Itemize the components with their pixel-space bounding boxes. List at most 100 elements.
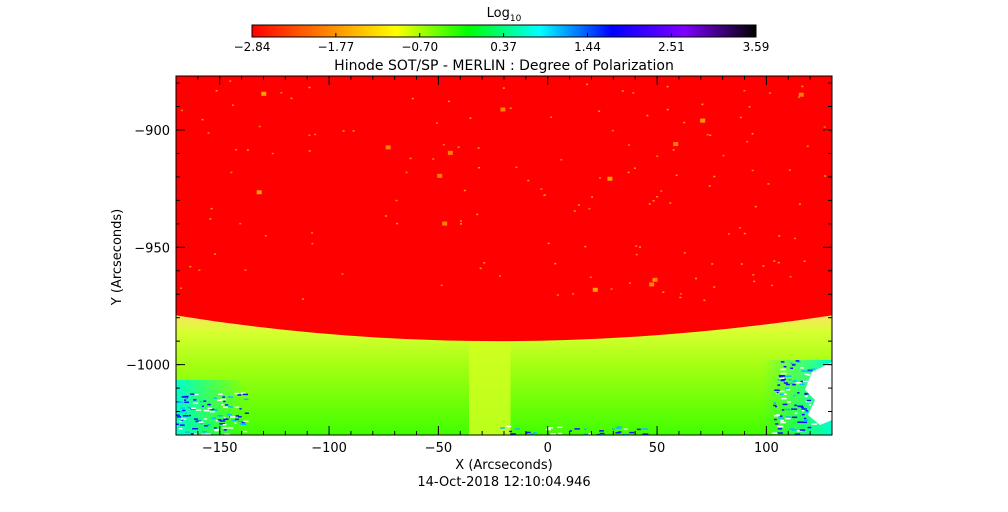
noise-pixel [803, 419, 809, 421]
speckle [215, 90, 218, 92]
noise-pixel [791, 364, 796, 366]
x-axis: −150 −100 −50 0 50 100 [175, 76, 833, 456]
speckle [769, 92, 772, 94]
speckle [586, 83, 589, 86]
speckle [311, 242, 314, 245]
speckle [463, 189, 466, 192]
noise-pixel [545, 428, 551, 431]
noise-pixel [219, 423, 225, 425]
noise-pixel [214, 429, 221, 431]
noise-pixel [235, 415, 240, 417]
speckle [722, 154, 725, 157]
colorbar-tick-label: 2.51 [658, 40, 685, 54]
noise-pixel [181, 396, 188, 398]
speckle [778, 235, 781, 237]
speckle [754, 205, 757, 208]
noise-pixel [569, 430, 572, 432]
noise-pixel [799, 429, 806, 431]
speckle [706, 133, 709, 136]
noise-pixel [234, 422, 237, 424]
timestamp-footer: 14-Oct-2018 12:10:04.946 [417, 475, 590, 490]
noise-pixel [796, 429, 803, 432]
noise-pixel [779, 377, 785, 379]
noise-pixel [786, 401, 791, 403]
noise-pixel [617, 426, 622, 428]
speckle [189, 265, 192, 268]
speckle [713, 286, 716, 288]
noise-pixel [617, 431, 621, 434]
speckle [610, 288, 613, 290]
speckle [666, 108, 669, 111]
noise-pixel [780, 419, 784, 422]
noise-pixel [795, 360, 800, 362]
noise-pixel [179, 424, 185, 426]
noise-pixel [176, 414, 180, 416]
noise-pixel [785, 375, 790, 378]
noise-pixel [224, 433, 230, 435]
speckle [459, 220, 462, 222]
noise-pixel [804, 373, 809, 376]
y-axis-label: Y (Arcseconds) [110, 209, 125, 306]
noise-pixel [240, 423, 246, 425]
speckle [577, 204, 580, 206]
speckle [201, 118, 204, 121]
speckle [442, 221, 448, 226]
noise-pixel [778, 415, 783, 417]
noise-pixel [780, 372, 787, 375]
noise-pixel [779, 376, 783, 378]
speckle [611, 129, 614, 132]
speckle [213, 253, 216, 255]
noise-pixel [210, 408, 215, 411]
speckle [752, 274, 755, 276]
noise-pixel [188, 414, 192, 417]
speckle [803, 260, 806, 262]
noise-pixel [184, 401, 189, 404]
noise-pixel [182, 409, 186, 412]
speckle [385, 145, 391, 150]
speckle [743, 232, 746, 235]
colorbar-label: Log10 [487, 6, 522, 24]
speckle [405, 171, 408, 174]
noise-pixel [244, 412, 249, 414]
noise-pixel [550, 433, 556, 435]
noise-pixel [223, 406, 229, 409]
speckle [633, 167, 636, 169]
x-tick-label: 100 [754, 441, 779, 456]
speckle [621, 90, 624, 92]
noise-pixel [510, 433, 516, 435]
speckle [823, 126, 826, 128]
noise-pixel [801, 370, 807, 372]
noise-pixel [773, 404, 777, 407]
noise-pixel [804, 392, 810, 395]
noise-pixel [207, 403, 211, 406]
speckle [229, 80, 232, 82]
speckle [652, 279, 655, 281]
noise-pixel [803, 417, 807, 420]
noise-pixel [180, 407, 185, 409]
speckle [628, 282, 631, 284]
noise-pixel [805, 400, 812, 403]
noise-pixel [199, 400, 203, 403]
noise-pixel [180, 418, 184, 420]
noise-pixel [226, 413, 232, 416]
noise-pixel [794, 433, 801, 435]
noise-pixel [781, 409, 785, 411]
noise-pixel [811, 423, 817, 425]
noise-pixel [780, 368, 787, 371]
y-tick-label: −900 [134, 124, 170, 139]
noise-pixel [220, 398, 227, 401]
noise-pixel [775, 405, 778, 408]
speckle [727, 233, 730, 235]
speckle [703, 299, 706, 302]
speckle [308, 86, 311, 89]
speckle [411, 97, 414, 100]
speckle [648, 203, 651, 205]
speckle [447, 150, 453, 155]
y-tick-label: −1000 [126, 359, 170, 374]
speckle [308, 150, 311, 152]
speckle [477, 166, 480, 169]
noise-pixel [795, 382, 802, 384]
noise-pixel [805, 411, 811, 413]
noise-pixel [789, 428, 795, 430]
speckle [683, 121, 686, 124]
